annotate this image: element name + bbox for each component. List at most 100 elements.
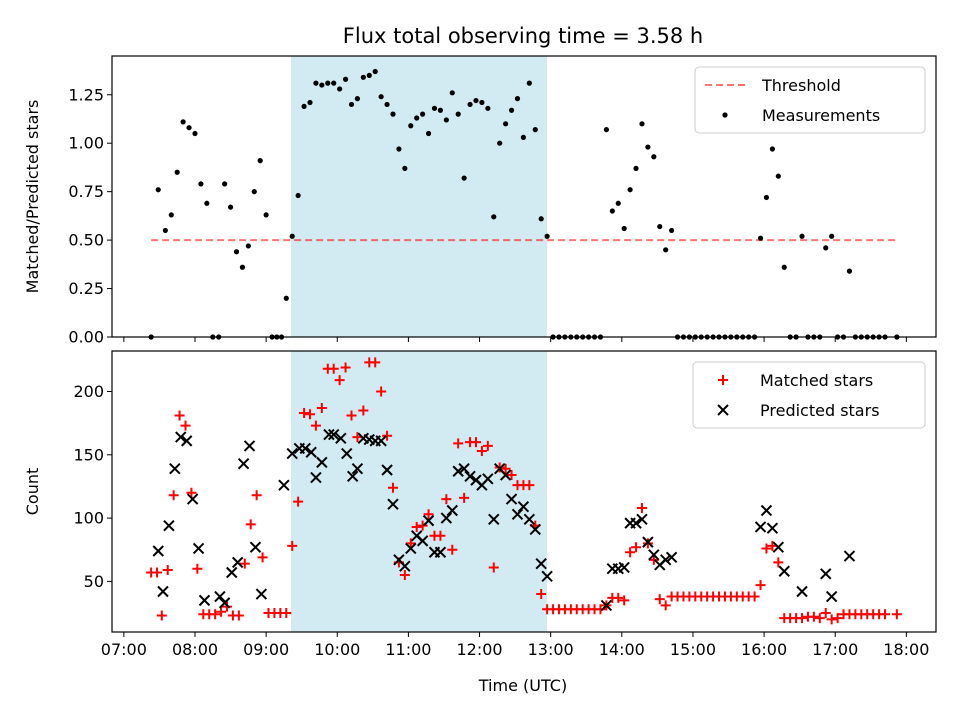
y-tick-label: 100 xyxy=(73,509,104,528)
data-point-plus xyxy=(358,405,369,416)
data-point xyxy=(633,165,639,171)
data-point-plus xyxy=(293,496,304,507)
data-point xyxy=(168,212,174,218)
data-point xyxy=(757,235,764,241)
y-axis-label: Count xyxy=(23,468,42,516)
data-point xyxy=(461,175,467,181)
data-point-x xyxy=(316,456,328,469)
data-point xyxy=(360,74,366,80)
data-point-plus xyxy=(346,410,357,421)
data-point xyxy=(414,115,420,121)
data-point-plus xyxy=(470,437,481,448)
data-point xyxy=(155,187,161,193)
data-point-plus xyxy=(820,608,831,619)
data-point-x xyxy=(305,446,317,458)
data-point-plus xyxy=(797,613,808,624)
data-point-plus xyxy=(233,610,244,621)
data-point-plus xyxy=(619,595,630,606)
data-point xyxy=(503,121,509,127)
x-tick-label: 13:00 xyxy=(528,640,574,659)
data-point xyxy=(408,123,414,129)
data-point xyxy=(289,233,295,239)
data-point-x xyxy=(157,585,169,598)
data-point-plus xyxy=(328,363,339,374)
data-point-plus xyxy=(299,408,310,419)
series-measurements xyxy=(148,68,900,340)
data-point-x xyxy=(255,588,268,600)
legend-label: Measurements xyxy=(762,106,880,125)
data-point-plus xyxy=(168,490,179,501)
data-point xyxy=(295,192,301,199)
x-axis-label: Time (UTC) xyxy=(478,676,567,695)
data-point-x xyxy=(488,513,500,526)
data-point xyxy=(485,105,491,111)
data-point-x xyxy=(180,435,193,447)
data-point xyxy=(162,227,168,234)
data-point xyxy=(829,233,835,239)
data-point xyxy=(669,227,675,234)
data-point-x xyxy=(186,493,199,505)
data-point xyxy=(337,86,343,92)
y-tick-label: 1.25 xyxy=(68,85,104,104)
data-point xyxy=(846,268,853,274)
data-point-x xyxy=(351,463,364,475)
data-point xyxy=(514,96,521,102)
data-point xyxy=(354,96,361,102)
data-point-x xyxy=(541,570,553,583)
y-tick-label: 150 xyxy=(73,445,104,464)
data-point-x xyxy=(243,440,256,452)
data-point-x xyxy=(299,442,311,455)
data-point-x xyxy=(535,557,547,570)
data-point xyxy=(186,125,192,131)
data-point-x xyxy=(760,504,773,517)
legend: Matched stars Predicted stars xyxy=(692,361,926,429)
data-point xyxy=(283,295,289,301)
data-point xyxy=(544,233,550,239)
data-point-x xyxy=(328,428,340,441)
data-point-x xyxy=(446,504,458,517)
data-point-plus xyxy=(636,502,647,513)
data-point xyxy=(799,233,805,239)
data-point-plus xyxy=(192,563,203,574)
data-point-x xyxy=(499,469,512,481)
x-tick-label: 10:00 xyxy=(314,640,360,659)
data-point-x xyxy=(659,554,672,566)
axes-frame xyxy=(111,55,937,338)
data-point-x xyxy=(464,470,476,483)
data-point xyxy=(763,194,770,201)
data-point-x xyxy=(630,517,642,529)
data-point xyxy=(769,146,775,152)
legend-label: Predicted stars xyxy=(760,401,880,420)
data-point-x xyxy=(278,479,290,491)
data-point-plus xyxy=(152,567,163,578)
data-point-plus xyxy=(755,580,766,591)
data-point-plus xyxy=(251,490,262,501)
data-point-plus xyxy=(773,557,784,568)
x-tick-label: 11:00 xyxy=(385,640,431,659)
data-point-x xyxy=(648,549,660,561)
data-point-x xyxy=(636,513,648,526)
data-point-plus xyxy=(281,608,292,619)
data-point-plus xyxy=(441,494,452,505)
x-tick-label: 08:00 xyxy=(172,640,218,659)
data-point xyxy=(396,146,402,152)
data-point xyxy=(823,245,829,251)
data-point-x xyxy=(843,550,856,562)
bottom-panel: 50 100 150 200 07:00 08:00 09:00 10:00 11:00 12:0… xyxy=(23,350,937,659)
data-point-x xyxy=(192,542,205,555)
data-point xyxy=(467,101,473,108)
data-point-x xyxy=(231,556,244,569)
data-point-x xyxy=(218,597,231,609)
data-point-x xyxy=(600,599,613,612)
data-point xyxy=(437,107,444,113)
data-point xyxy=(402,165,408,171)
data-point-plus xyxy=(287,540,298,551)
x-tick-label: 17:00 xyxy=(812,640,858,659)
data-point-plus xyxy=(411,521,422,532)
data-point xyxy=(497,140,503,146)
data-point xyxy=(455,111,461,117)
data-point-plus xyxy=(423,509,434,520)
y-tick-label: 200 xyxy=(73,382,104,401)
data-point-x xyxy=(523,513,536,526)
